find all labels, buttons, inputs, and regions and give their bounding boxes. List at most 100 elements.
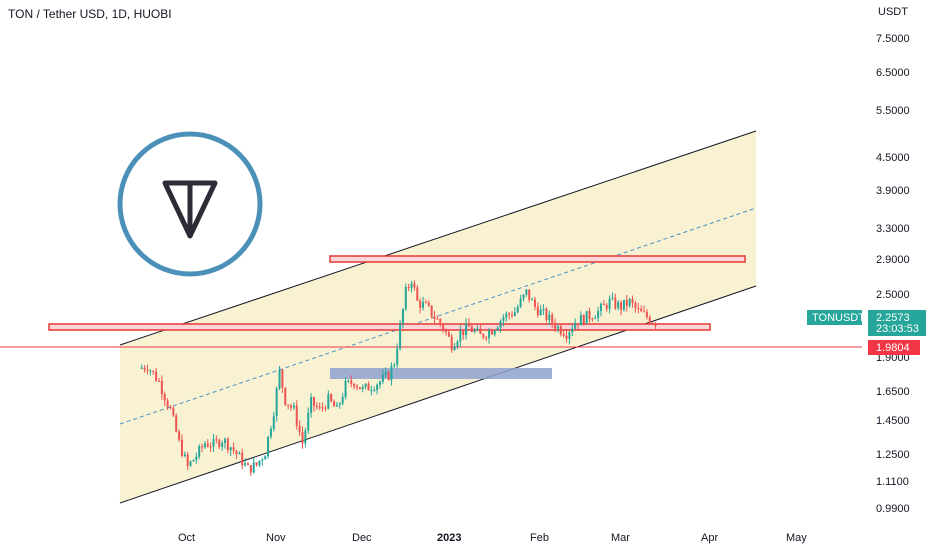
candle-down xyxy=(528,289,531,300)
candle-down xyxy=(281,369,284,388)
candle-down xyxy=(430,305,433,317)
candle-down xyxy=(482,334,485,338)
candle-down xyxy=(186,454,189,466)
candle-up xyxy=(269,428,272,437)
candle-up xyxy=(571,328,574,333)
candle-up xyxy=(224,439,227,443)
y-tick-label: 6.5000 xyxy=(876,67,910,79)
candle-down xyxy=(637,307,640,309)
candle-up xyxy=(473,330,476,332)
candle-up xyxy=(393,364,396,366)
channel-upper-line[interactable] xyxy=(119,130,757,346)
candle-down xyxy=(407,287,410,289)
horizontal-line-value: 1.9804 xyxy=(876,342,910,354)
candle-down xyxy=(450,336,453,351)
candle-down xyxy=(559,326,562,335)
candle-up xyxy=(422,302,425,308)
candle-down xyxy=(321,407,324,409)
y-tick-label: 1.1100 xyxy=(876,476,909,488)
support-zone[interactable] xyxy=(48,323,711,331)
x-tick-label: Apr xyxy=(701,532,718,544)
y-tick-label: 5.5000 xyxy=(876,105,910,117)
candle-down xyxy=(387,371,390,380)
candle-up xyxy=(140,367,143,369)
x-axis[interactable]: Oct Nov Dec 2023 Feb Mar Apr May xyxy=(178,532,807,544)
symbol-tag-label: TONUSDT xyxy=(812,312,865,324)
candle-up xyxy=(149,370,152,372)
candle-up xyxy=(364,383,367,387)
candle-up xyxy=(574,323,577,329)
candle-down xyxy=(490,330,493,335)
candle-up xyxy=(275,388,278,417)
candle-up xyxy=(384,371,387,375)
candle-up xyxy=(539,309,542,316)
candle-up xyxy=(335,404,338,407)
candle-down xyxy=(648,317,651,323)
candle-up xyxy=(189,461,192,466)
candle-up xyxy=(278,369,281,389)
candle-down xyxy=(470,326,473,332)
candle-down xyxy=(146,369,149,371)
candle-down xyxy=(301,432,304,444)
y-tick-label: 3.9000 xyxy=(876,185,910,197)
candle-up xyxy=(608,298,611,309)
candle-down xyxy=(169,406,172,409)
candle-down xyxy=(554,323,557,329)
candle-up xyxy=(599,304,602,312)
y-tick-label: 1.6500 xyxy=(876,386,910,398)
candle-up xyxy=(361,386,364,390)
candle-down xyxy=(462,330,465,335)
candle-down xyxy=(143,367,146,370)
y-tick-label: 3.3000 xyxy=(876,223,910,235)
ascending-channel[interactable] xyxy=(120,131,756,503)
candle-down xyxy=(209,446,212,448)
candle-up xyxy=(252,462,255,473)
y-axis[interactable]: 7.5000 6.5000 5.5000 4.5000 3.9000 3.300… xyxy=(876,33,910,515)
candle-up xyxy=(542,308,545,310)
candle-up xyxy=(404,287,407,309)
candle-up xyxy=(307,412,310,431)
candle-down xyxy=(155,371,158,381)
x-tick-label: Nov xyxy=(266,532,286,544)
candle-down xyxy=(160,380,163,395)
candle-up xyxy=(488,330,491,339)
candle-down xyxy=(436,318,439,320)
candle-down xyxy=(442,324,445,330)
chart-title: TON / Tether USD, 1D, HUOBI xyxy=(8,7,172,21)
candle-down xyxy=(447,332,450,337)
candle-down xyxy=(620,302,623,310)
candle-up xyxy=(522,294,525,299)
candle-up xyxy=(453,346,456,351)
candle-down xyxy=(290,405,293,408)
candle-down xyxy=(439,319,442,325)
candle-down xyxy=(206,443,209,447)
candle-up xyxy=(378,381,381,385)
candle-down xyxy=(602,304,605,306)
candle-down xyxy=(562,334,565,336)
candle-down xyxy=(255,462,258,466)
candle-up xyxy=(310,397,313,413)
candle-down xyxy=(588,311,591,319)
candles xyxy=(140,280,657,476)
candle-down xyxy=(333,401,336,407)
candle-up xyxy=(531,299,534,301)
candle-down xyxy=(172,408,175,416)
candle-up xyxy=(390,365,393,380)
resistance-zone[interactable] xyxy=(329,255,746,263)
candle-down xyxy=(249,465,252,473)
candle-up xyxy=(244,463,247,466)
candle-down xyxy=(631,298,634,303)
candle-down xyxy=(614,297,617,309)
candle-up xyxy=(192,459,195,462)
candle-down xyxy=(201,446,204,448)
demand-zone[interactable] xyxy=(330,368,552,379)
candle-down xyxy=(157,380,160,382)
candle-down xyxy=(577,323,580,326)
candle-up xyxy=(476,328,479,331)
candle-down xyxy=(444,329,447,333)
bar-countdown: 23:03:53 xyxy=(876,323,919,335)
candle-down xyxy=(166,400,169,407)
x-tick-label: Mar xyxy=(611,532,630,544)
candle-up xyxy=(594,317,597,319)
